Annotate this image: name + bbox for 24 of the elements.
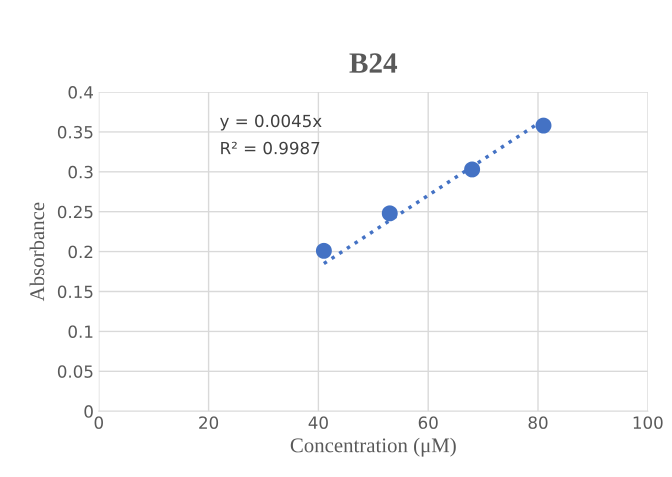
- x-tick-label: 20: [199, 416, 218, 429]
- x-tick-label: 40: [308, 416, 328, 429]
- x-axis-title: Concentration (μM): [290, 438, 456, 457]
- chart-title: B24: [349, 53, 398, 73]
- y-tick-label: 0.4: [68, 86, 93, 99]
- x-tick-label: 60: [418, 416, 438, 429]
- y-tick-label: 0.35: [58, 126, 92, 139]
- annotation: R² = 0.9987: [221, 142, 320, 154]
- annotation: y = 0.0045x: [220, 114, 322, 130]
- y-tick-label: 0.3: [68, 166, 93, 178]
- y-tick-label: 0.05: [58, 365, 92, 378]
- point: [382, 205, 398, 222]
- y-tick-label: 0.1: [68, 325, 92, 338]
- y-axis-title: Absorbance: [30, 202, 44, 302]
- y-tick-label: 0.25: [58, 206, 92, 218]
- x-tick-label: 100: [634, 416, 663, 429]
- x-tick-label: 0: [94, 416, 103, 429]
- point: [464, 161, 480, 178]
- y-tick-label: 0: [84, 405, 93, 418]
- y-tick-label: 0.15: [58, 285, 92, 298]
- y-tick-label: 0.2: [68, 246, 92, 258]
- point: [536, 118, 552, 134]
- point: [316, 242, 332, 259]
- x-tick-label: 80: [528, 416, 548, 429]
